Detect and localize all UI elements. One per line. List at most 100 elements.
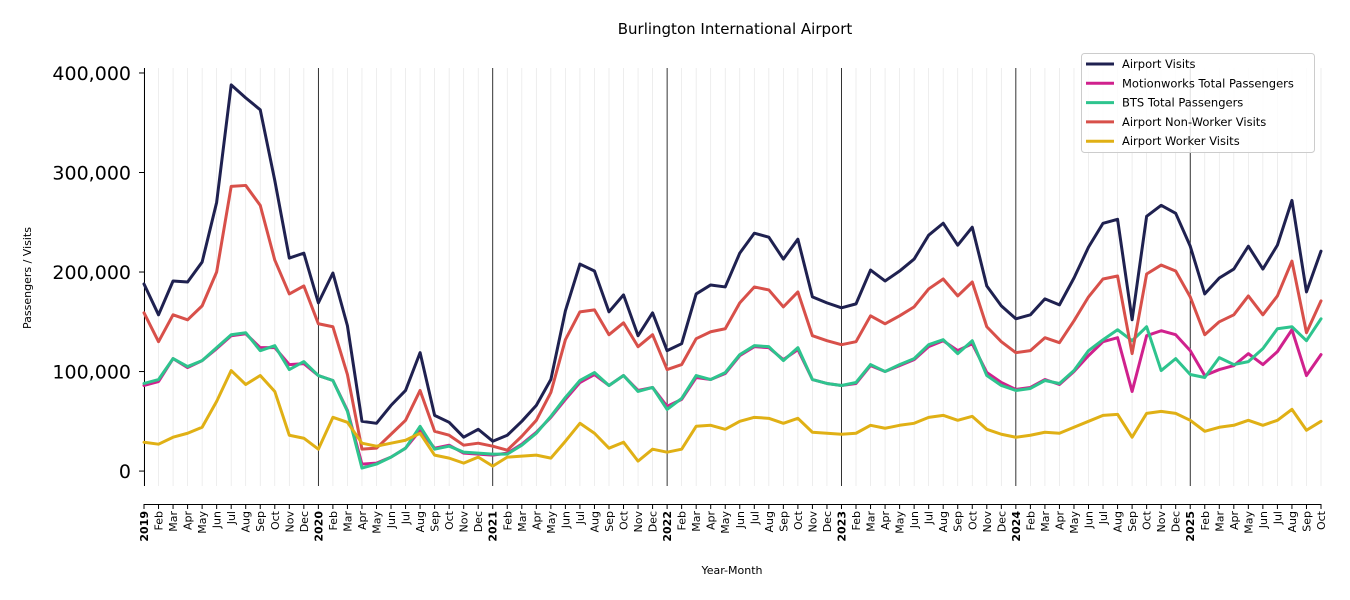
x-axis-ticks: 2019 Feb Mar Apr May Jun Jul Aug Sep Oct Nov Dec 202… — [138, 504, 1328, 542]
y-tick-label: 100,000 — [52, 362, 131, 384]
x-tick-label-month: Dec — [821, 511, 834, 532]
x-tick-label-month: May — [196, 511, 209, 534]
x-tick-label-month: Dec — [472, 511, 485, 532]
x-tick-label-month: May — [894, 511, 907, 534]
x-tick-label-month: Nov — [981, 511, 994, 533]
x-tick-label-month: Sep — [1300, 511, 1313, 532]
x-tick-label-month: Oct — [618, 510, 631, 530]
x-tick-label-month: Mar — [167, 511, 180, 532]
x-tick-label-month: Apr — [530, 511, 543, 531]
x-tick-label-month: Jun — [1083, 511, 1096, 529]
x-tick-label-month: Apr — [1228, 511, 1241, 531]
x-tick-label-month: Mar — [341, 511, 354, 532]
x-tick-label-month: Mar — [1213, 511, 1226, 532]
x-tick-label-month: Jun — [385, 511, 398, 529]
x-tick-label-month: Jul — [923, 511, 936, 525]
x-tick-label-month: Dec — [298, 511, 311, 532]
y-axis-label: Passengers / Visits — [21, 227, 34, 329]
x-tick-label-month: Jul — [1097, 511, 1110, 525]
x-tick-label-month: Mar — [865, 511, 878, 532]
x-tick-label-year: 2020 — [312, 511, 325, 542]
x-tick-label-month: Oct — [1141, 510, 1154, 530]
x-tick-label-month: Jun — [908, 511, 921, 529]
x-tick-label-month: Mar — [516, 511, 529, 532]
x-tick-label-month: Aug — [1286, 511, 1299, 532]
legend-label: BTS Total Passengers — [1122, 96, 1243, 110]
x-tick-label-month: Sep — [603, 511, 616, 532]
series-lines — [142, 83, 1323, 470]
legend-label: Airport Worker Visits — [1122, 134, 1240, 148]
y-axis-ticks: 0 100,000 200,000 300,000 400,000 — [52, 63, 144, 483]
legend-label: Motionworks Total Passengers — [1122, 76, 1294, 90]
chart-title: Burlington International Airport — [618, 20, 853, 38]
x-tick-label-month: Feb — [1199, 511, 1212, 530]
y-tick-label: 300,000 — [52, 163, 131, 185]
x-tick-label-month: Mar — [1039, 511, 1052, 532]
x-tick-label-month: Jul — [225, 511, 238, 525]
x-tick-label-month: Sep — [429, 511, 442, 532]
x-tick-label-month: Oct — [792, 510, 805, 530]
x-tick-label-month: May — [545, 511, 558, 534]
x-tick-label-year: 2025 — [1184, 511, 1197, 542]
x-tick-label-month: Oct — [269, 510, 282, 530]
x-tick-label-month: Nov — [1155, 511, 1168, 533]
series-line-airport-worker-visits — [142, 369, 1323, 468]
x-tick-label-month: Nov — [283, 511, 296, 533]
x-tick-label-month: Jul — [574, 511, 587, 525]
legend-label: Airport Non-Worker Visits — [1122, 115, 1266, 129]
x-tick-label-month: Feb — [1024, 511, 1037, 530]
y-tick-label: 400,000 — [52, 63, 131, 85]
x-tick-label-month: Sep — [1126, 511, 1139, 532]
series-line-airport-non-worker-visits — [142, 183, 1323, 452]
x-tick-label-month: Nov — [458, 511, 471, 533]
x-tick-label-month: Apr — [879, 511, 892, 531]
x-tick-label-month: Feb — [676, 511, 689, 530]
x-tick-label-month: Oct — [966, 510, 979, 530]
x-tick-label-month: Apr — [1053, 511, 1066, 531]
x-tick-label-year: 2023 — [835, 511, 848, 542]
x-tick-label-year: 2024 — [1010, 511, 1023, 542]
x-tick-label-month: Mar — [690, 511, 703, 532]
x-tick-label-month: Dec — [647, 511, 660, 532]
x-tick-label-month: Feb — [153, 511, 166, 530]
x-tick-label-month: Feb — [501, 511, 514, 530]
x-tick-label-month: Apr — [705, 511, 718, 531]
x-tick-label-month: Jul — [1271, 511, 1284, 525]
x-tick-label-year: 2021 — [487, 511, 500, 542]
x-tick-label-month: Aug — [937, 511, 950, 532]
axes — [144, 68, 1321, 505]
y-tick-label: 200,000 — [52, 262, 131, 284]
x-tick-label-year: 2022 — [661, 511, 674, 542]
x-tick-label-month: Sep — [777, 511, 790, 532]
legend: Airport Visits Motionworks Total Passenge… — [1081, 53, 1315, 153]
x-tick-label-month: Apr — [356, 511, 369, 531]
x-tick-label-month: Jul — [748, 511, 761, 525]
x-tick-label-month: Oct — [1315, 510, 1328, 530]
x-tick-label-month: Aug — [588, 511, 601, 532]
x-tick-label-month: May — [370, 511, 383, 534]
x-tick-label-month: Apr — [182, 511, 195, 531]
series-line-bts-total-passengers — [142, 317, 1323, 470]
x-tick-label-month: May — [719, 511, 732, 534]
legend-box — [1081, 53, 1315, 153]
x-tick-label-month: Sep — [952, 511, 965, 532]
x-tick-label-month: Nov — [806, 511, 819, 533]
x-tick-label-month: Sep — [254, 511, 267, 532]
x-tick-label-month: Jun — [1257, 511, 1270, 529]
x-tick-label-month: Aug — [240, 511, 253, 532]
x-tick-label-month: Jun — [559, 511, 572, 529]
series-line-airport-visits — [142, 83, 1323, 443]
x-tick-label-month: Aug — [763, 511, 776, 532]
x-tick-label-month: Jul — [400, 511, 413, 525]
x-tick-label-month: Feb — [327, 511, 340, 530]
x-tick-label-month: May — [1242, 511, 1255, 534]
x-tick-label-month: Dec — [995, 511, 1008, 532]
x-tick-label-month: Aug — [414, 511, 427, 532]
x-tick-label-month: May — [1068, 511, 1081, 534]
y-tick-label: 0 — [119, 461, 131, 483]
x-tick-label-month: Nov — [632, 511, 645, 533]
x-tick-label-year: 2019 — [138, 511, 151, 542]
grid-lines — [143, 68, 1322, 486]
